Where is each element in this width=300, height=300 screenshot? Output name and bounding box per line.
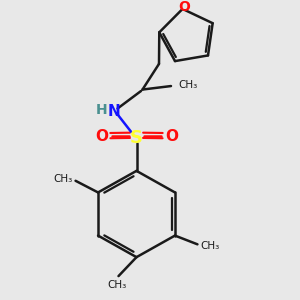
Text: CH₃: CH₃ bbox=[178, 80, 198, 90]
Text: N: N bbox=[108, 104, 120, 119]
Text: CH₃: CH₃ bbox=[200, 241, 220, 251]
Text: O: O bbox=[178, 0, 190, 14]
Text: S: S bbox=[130, 129, 143, 147]
Text: CH₃: CH₃ bbox=[53, 174, 73, 184]
Text: H: H bbox=[96, 103, 107, 117]
Text: O: O bbox=[95, 129, 108, 144]
Text: O: O bbox=[165, 129, 178, 144]
Text: CH₃: CH₃ bbox=[107, 280, 127, 290]
